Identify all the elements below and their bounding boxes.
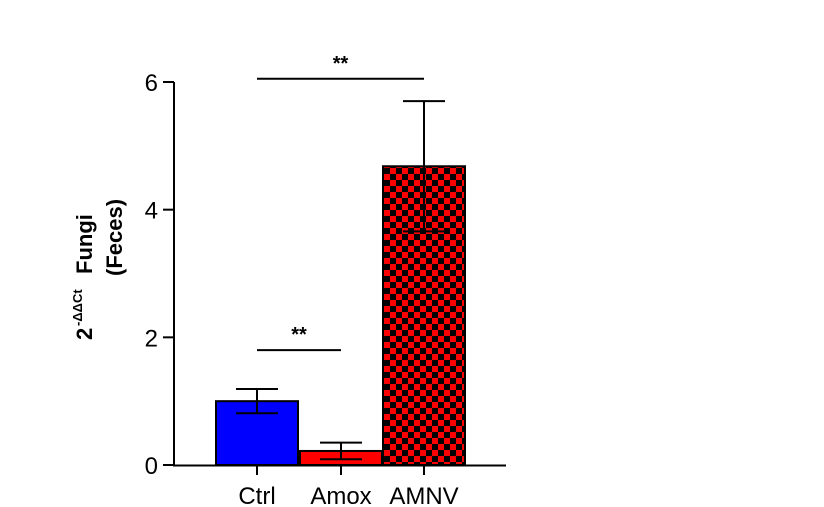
y-tick-label: 0 bbox=[145, 453, 158, 480]
significance-label: ** bbox=[291, 324, 307, 346]
ylabel-line2: (Feces) bbox=[102, 199, 127, 276]
y-tick-label: 6 bbox=[145, 70, 158, 97]
x-tick-label-ctrl: Ctrl bbox=[238, 483, 275, 507]
y-axis-label: 2 -ΔΔCt Fungi (Feces) bbox=[70, 199, 127, 340]
ylabel-base: 2 bbox=[72, 328, 97, 340]
x-tick-label-amox: Amox bbox=[310, 483, 371, 507]
y-tick-label: 2 bbox=[145, 325, 158, 352]
ylabel-line1: Fungi bbox=[72, 214, 97, 274]
significance-label: ** bbox=[333, 53, 349, 75]
y-tick-label: 4 bbox=[145, 198, 158, 225]
x-tick-label-amnv: AMNV bbox=[389, 483, 458, 507]
ylabel-superscript: -ΔΔCt bbox=[70, 289, 85, 326]
